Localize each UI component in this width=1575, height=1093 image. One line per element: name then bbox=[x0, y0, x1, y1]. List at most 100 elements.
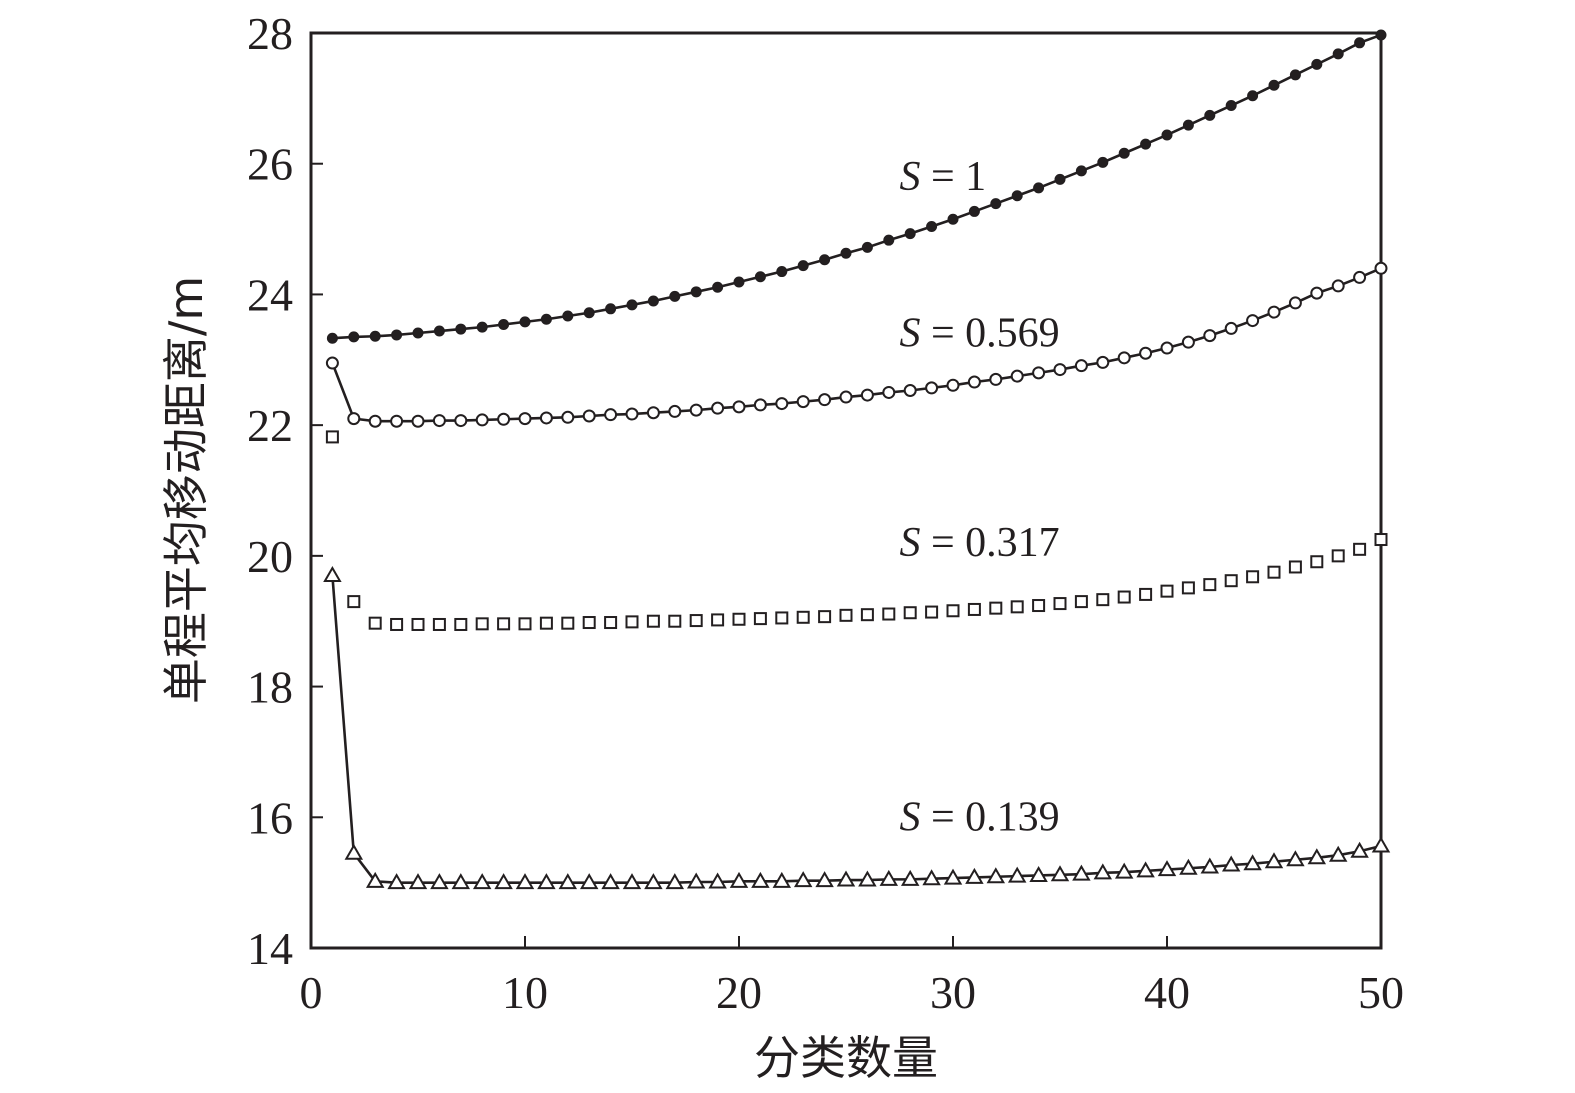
series-line bbox=[331, 575, 1382, 884]
data-point bbox=[1328, 845, 1348, 862]
data-point bbox=[391, 329, 403, 341]
x-tick-label: 0 bbox=[300, 967, 323, 1018]
data-point bbox=[1200, 857, 1220, 874]
data-point bbox=[1160, 341, 1174, 355]
annotation-value: = 0.317 bbox=[921, 520, 1060, 566]
data-point bbox=[1160, 584, 1174, 598]
series-3 bbox=[325, 430, 1388, 631]
data-point bbox=[708, 872, 727, 889]
data-point bbox=[729, 871, 749, 888]
data-point bbox=[1093, 863, 1113, 880]
data-point bbox=[689, 403, 703, 417]
data-point bbox=[601, 873, 620, 890]
data-point bbox=[1268, 79, 1280, 91]
data-point bbox=[883, 234, 895, 246]
data-point bbox=[925, 605, 939, 619]
series-1 bbox=[326, 29, 1387, 344]
data-point bbox=[451, 873, 471, 890]
data-point bbox=[819, 254, 831, 266]
data-point bbox=[344, 843, 364, 860]
data-point bbox=[582, 616, 596, 630]
data-point bbox=[1307, 848, 1327, 865]
annotation-variable: S bbox=[900, 154, 921, 200]
series-line bbox=[331, 267, 1382, 423]
data-point bbox=[561, 410, 575, 424]
data-point bbox=[1203, 329, 1217, 343]
data-point bbox=[1096, 593, 1110, 607]
data-point bbox=[879, 869, 899, 886]
data-point bbox=[540, 313, 552, 325]
data-point bbox=[712, 281, 724, 293]
data-point bbox=[1221, 855, 1241, 872]
data-point bbox=[494, 873, 513, 890]
data-point bbox=[818, 393, 832, 407]
data-point bbox=[967, 375, 981, 389]
data-point bbox=[1243, 854, 1262, 871]
data-point bbox=[1074, 595, 1088, 609]
data-point bbox=[925, 381, 939, 395]
data-point bbox=[519, 316, 531, 328]
y-tick-label: 14 bbox=[247, 923, 293, 974]
data-point bbox=[1371, 836, 1391, 853]
x-tick-label: 30 bbox=[930, 967, 976, 1018]
data-point bbox=[668, 404, 682, 418]
data-point bbox=[1179, 858, 1198, 875]
data-point bbox=[1029, 865, 1048, 882]
data-point bbox=[515, 873, 535, 890]
data-point bbox=[537, 873, 556, 890]
data-point bbox=[539, 616, 553, 630]
data-point bbox=[432, 414, 446, 428]
y-tick-label: 22 bbox=[247, 400, 293, 451]
data-point bbox=[1054, 173, 1066, 185]
data-point bbox=[1050, 865, 1070, 882]
data-point bbox=[625, 407, 639, 421]
data-point bbox=[1288, 296, 1302, 310]
data-point bbox=[900, 869, 920, 886]
x-axis-title: 分类数量 bbox=[754, 1031, 938, 1085]
data-point bbox=[1353, 542, 1367, 556]
data-point bbox=[840, 247, 852, 259]
data-point bbox=[476, 321, 488, 333]
data-point bbox=[965, 867, 984, 884]
data-point bbox=[390, 414, 404, 428]
data-point bbox=[711, 613, 725, 627]
data-point bbox=[475, 413, 489, 427]
plot-frame bbox=[309, 31, 1383, 950]
data-point bbox=[387, 873, 406, 890]
annotation-variable: S bbox=[900, 520, 921, 566]
y-tick-label: 20 bbox=[247, 531, 293, 582]
data-point bbox=[365, 871, 385, 888]
data-point bbox=[665, 873, 685, 890]
data-point bbox=[968, 205, 980, 217]
data-point bbox=[347, 412, 361, 426]
y-tick-label: 18 bbox=[247, 662, 293, 713]
data-point bbox=[1075, 165, 1087, 177]
data-point bbox=[922, 869, 941, 886]
data-point bbox=[1007, 866, 1027, 883]
data-point bbox=[967, 602, 981, 616]
annotation-value: = 1 bbox=[921, 154, 987, 200]
data-point bbox=[432, 617, 446, 631]
data-point bbox=[989, 372, 1003, 386]
data-point bbox=[605, 303, 617, 315]
x-tick-label: 10 bbox=[502, 967, 548, 1018]
data-point bbox=[1097, 156, 1109, 168]
data-point bbox=[582, 409, 596, 423]
data-point bbox=[369, 330, 381, 342]
data-point bbox=[348, 331, 360, 343]
data-point bbox=[1032, 599, 1046, 613]
data-point bbox=[1331, 279, 1345, 293]
series-2 bbox=[325, 261, 1388, 428]
data-point bbox=[775, 397, 789, 411]
data-point bbox=[390, 617, 404, 631]
data-point bbox=[751, 871, 770, 888]
data-point bbox=[733, 276, 745, 288]
data-point bbox=[475, 617, 489, 631]
data-point bbox=[1072, 864, 1091, 881]
y-tick-label: 28 bbox=[247, 8, 293, 59]
data-point bbox=[1224, 321, 1238, 335]
data-point bbox=[604, 616, 618, 630]
y-tick-label: 24 bbox=[247, 269, 293, 320]
data-point bbox=[904, 228, 916, 240]
